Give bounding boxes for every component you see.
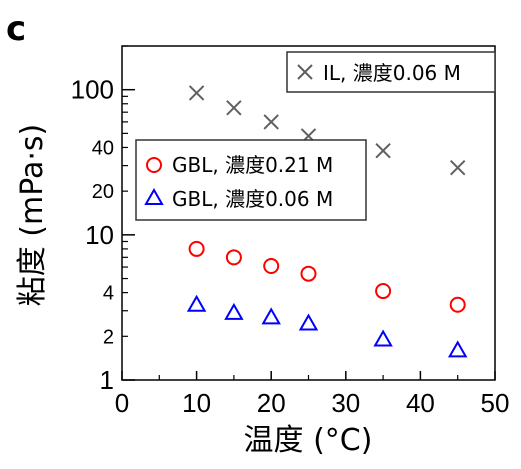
- legend-gbl-021-marker: [146, 157, 162, 173]
- panel-letter: c: [6, 9, 26, 49]
- x-axis-label: 温度 (°C): [244, 423, 373, 458]
- x-tick-label: 30: [331, 388, 360, 418]
- circle-data-point: [300, 265, 317, 282]
- legend-il-label: IL, 濃度0.06 M: [323, 61, 461, 85]
- legend-gbl-006-marker: [144, 187, 164, 205]
- x-marker-stroke: [449, 160, 466, 176]
- circle-data-point: [449, 296, 466, 313]
- legend-il-box: [286, 51, 496, 93]
- data-points: [186, 85, 468, 358]
- x-marker-stroke: [297, 64, 313, 80]
- triangle-data-point: [373, 329, 393, 347]
- legend-gbl: GBL, 濃度0.21 M GBL, 濃度0.06 M: [135, 139, 367, 221]
- legend-gbl-006-label: GBL, 濃度0.06 M: [172, 187, 333, 211]
- y-axis-label: 粘度 (mPa·s): [15, 124, 50, 306]
- x-tick-label: 20: [257, 388, 286, 418]
- legend-circle-symbol: [146, 157, 162, 173]
- x-marker-stroke: [188, 85, 205, 101]
- x-data-point: [263, 114, 279, 130]
- y-minor-tick-label: 20: [92, 181, 114, 203]
- triangle-data-point: [447, 340, 468, 358]
- circle-data-point: [188, 240, 205, 257]
- legend-gbl-box: [135, 139, 367, 221]
- legend-il-marker: [297, 64, 313, 80]
- y-tick-label: 10: [85, 220, 114, 250]
- circle-data-point: [263, 258, 280, 275]
- x-tick-label: 50: [481, 388, 510, 418]
- triangle-data-point: [186, 294, 207, 312]
- legend-il: IL, 濃度0.06 M: [286, 51, 496, 93]
- legend-x-symbol: [297, 64, 313, 80]
- x-tick-label: 10: [182, 388, 211, 418]
- x-marker-stroke: [375, 142, 391, 159]
- legend-triangle-symbol: [144, 187, 164, 205]
- y-minor-tick-label: 4: [103, 283, 114, 305]
- circle-data-point: [375, 283, 392, 300]
- x-data-point: [188, 85, 205, 101]
- triangle-data-point: [224, 302, 244, 320]
- x-marker-stroke: [263, 114, 279, 130]
- y-tick-label: 1: [100, 365, 114, 395]
- triangle-data-point: [261, 307, 281, 325]
- x-data-point: [375, 142, 391, 159]
- circle-data-point: [225, 249, 242, 266]
- x-data-point: [226, 100, 242, 116]
- x-marker-stroke: [226, 100, 242, 116]
- x-tick-label: 40: [406, 388, 435, 418]
- y-minor-tick-label: 40: [92, 137, 114, 159]
- legend-gbl-021-label: GBL, 濃度0.21 M: [172, 153, 333, 177]
- x-data-point: [449, 160, 466, 176]
- triangle-data-point: [298, 313, 319, 331]
- y-tick-label: 100: [71, 75, 114, 105]
- axis-ticks: 0 10 20 30 40 50 1 10 100 2 4 20 40: [71, 45, 510, 418]
- y-minor-tick-label: 2: [103, 326, 114, 348]
- x-tick-label: 0: [115, 388, 129, 418]
